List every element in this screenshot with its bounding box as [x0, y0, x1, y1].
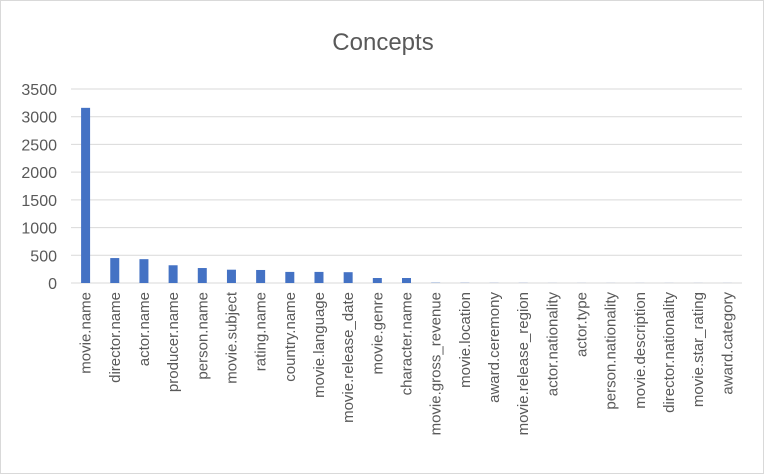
bar-movie-release-date — [344, 272, 353, 283]
x-tick-label: movie.description — [632, 292, 649, 409]
bar-character-name — [402, 278, 411, 283]
x-tick-label: director.name — [107, 292, 124, 383]
bar-director-name — [110, 258, 119, 283]
x-tick-label: producer.name — [165, 292, 182, 392]
y-tick-label: 0 — [48, 276, 57, 293]
y-axis-ticks: 0 500 1000 1500 2000 2500 3000 3500 — [21, 82, 57, 293]
x-tick-label: movie.release_region — [515, 292, 532, 435]
bar-movie-subject — [227, 270, 236, 283]
bar-person-name — [198, 268, 207, 283]
x-tick-label: movie.location — [457, 292, 474, 388]
x-tick-label: actor.name — [136, 292, 153, 366]
bar-movie-name — [81, 108, 90, 283]
y-tick-label: 500 — [30, 248, 57, 265]
x-tick-label: movie.language — [311, 292, 328, 398]
chart-title: Concepts — [332, 29, 433, 56]
x-tick-label: movie.subject — [223, 291, 240, 384]
x-axis-ticks: movie.name director.name actor.name produce… — [78, 291, 737, 435]
y-tick-label: 3500 — [21, 82, 57, 99]
x-tick-label: movie.star_rating — [690, 292, 707, 407]
x-tick-label: director.nationality — [661, 292, 678, 413]
x-tick-label: award.category — [719, 292, 736, 395]
x-tick-label: country.name — [282, 292, 299, 382]
y-tick-label: 2500 — [21, 137, 57, 154]
gridlines — [71, 89, 742, 283]
y-tick-label: 2000 — [21, 165, 57, 182]
x-tick-label: movie.gross_revenue — [428, 292, 445, 435]
x-tick-label: actor.type — [574, 292, 591, 357]
bar-movie-language — [314, 272, 323, 283]
bar-actor-name — [139, 259, 148, 283]
x-tick-label: movie.genre — [369, 292, 386, 375]
bar-movie-genre — [373, 278, 382, 283]
x-tick-label: award.ceremony — [486, 292, 503, 403]
x-tick-label: character.name — [399, 292, 416, 395]
x-tick-label: person.nationality — [603, 292, 620, 410]
y-tick-label: 3000 — [21, 110, 57, 127]
bars — [81, 108, 732, 283]
y-tick-label: 1500 — [21, 193, 57, 210]
x-tick-label: actor.nationality — [544, 292, 561, 397]
bar-country-name — [285, 272, 294, 283]
x-tick-label: rating.name — [253, 292, 270, 371]
bar-rating-name — [256, 270, 265, 283]
x-tick-label: movie.release_date — [340, 292, 357, 423]
x-tick-label: person.name — [194, 292, 211, 380]
x-tick-label: movie.name — [78, 292, 95, 374]
bar-producer-name — [169, 265, 178, 283]
y-tick-label: 1000 — [21, 221, 57, 238]
